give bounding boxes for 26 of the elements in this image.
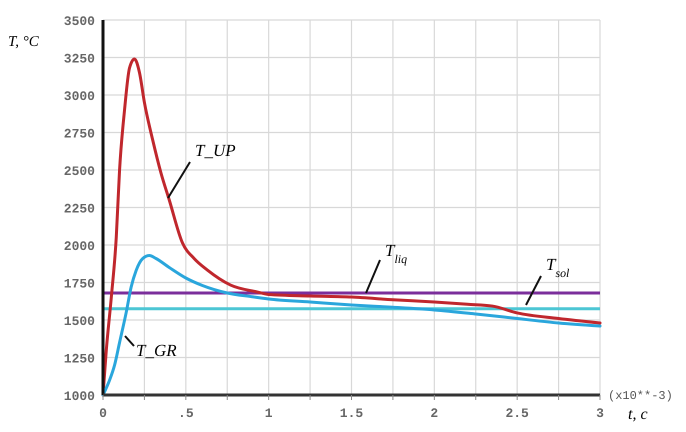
y-tick-label: 1000: [64, 389, 96, 404]
y-tick-label: 1750: [64, 276, 96, 292]
line-series: [102, 254, 602, 396]
y-tick-label: 3000: [64, 89, 96, 104]
x-tick-label: 1.5: [340, 406, 364, 421]
text: (x10**-3): [608, 389, 673, 403]
y-tick-label: 3500: [64, 14, 96, 29]
x-tick-label: 0: [99, 406, 108, 421]
y-tick-label: 1250: [64, 352, 96, 366]
text: T_UP: [195, 141, 236, 160]
y-tick-label: 1500: [64, 314, 96, 329]
y-axis-title: T, °C: [8, 34, 40, 50]
x-tick-label: 3: [596, 406, 604, 421]
y-tick-label: 3250: [64, 52, 96, 66]
x-tick-label: 1: [264, 406, 273, 421]
y-tick-label: 2250: [64, 202, 96, 216]
x-tick-label: 2: [430, 406, 438, 421]
series-label: T_GR: [136, 341, 178, 360]
y-tick-label: 2750: [64, 126, 96, 142]
x-axis-title: t, c: [628, 406, 648, 423]
y-tick-label: 2000: [64, 239, 96, 254]
x-tick-label: .5: [178, 406, 194, 421]
ref-line-label: T$_{liq}$: [385, 241, 408, 266]
y-tick-label: 2500: [64, 164, 96, 179]
ref-line-label: T$_{sol}$: [546, 255, 570, 280]
x-tick-label: 2.5: [505, 406, 530, 421]
